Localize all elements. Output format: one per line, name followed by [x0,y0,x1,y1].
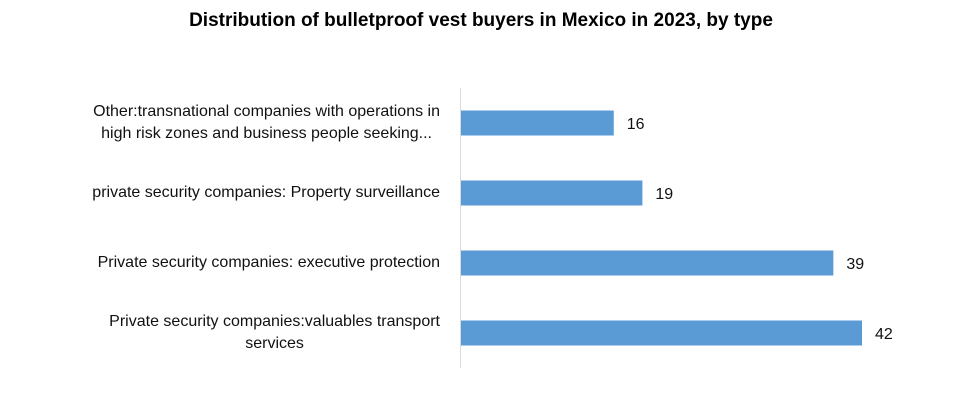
bar [461,250,834,276]
data-label: 39 [846,256,864,273]
data-label: 19 [655,186,673,203]
category-label: Private security companies:valuables tra… [109,313,440,352]
bar [461,110,614,136]
category-label: Other:transnational companies with opera… [93,103,440,142]
bar [461,180,643,206]
chart-title: Distribution of bulletproof vest buyers … [189,10,773,31]
data-label: 16 [627,116,645,133]
bar [461,320,862,346]
category-label: private security companies: Property sur… [92,184,440,201]
data-label: 42 [875,326,893,343]
category-label: Private security companies: executive pr… [97,254,440,271]
